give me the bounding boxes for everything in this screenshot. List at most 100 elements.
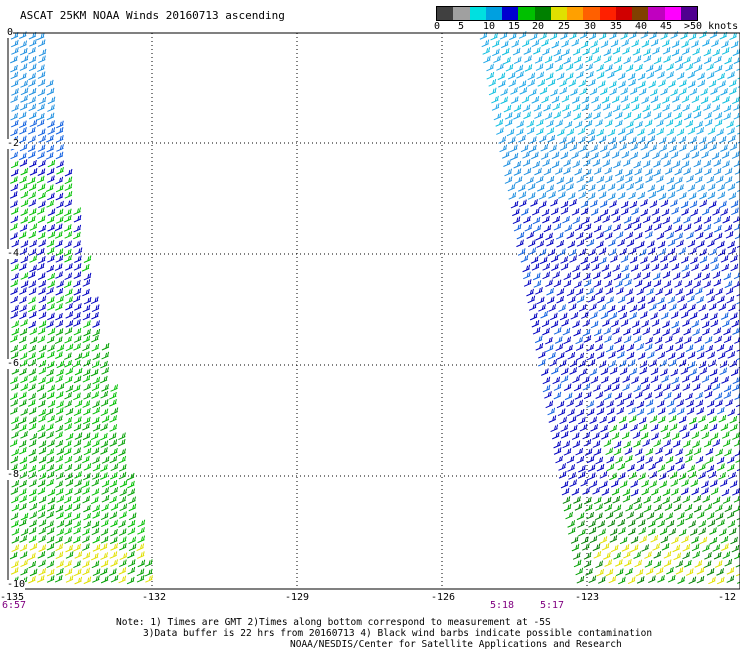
wind-barb xyxy=(696,566,705,575)
wind-barb xyxy=(685,288,694,296)
wind-barb xyxy=(588,526,597,535)
wind-barb xyxy=(38,440,47,448)
wind-barb xyxy=(55,543,64,551)
wind-barb xyxy=(702,39,710,47)
wind-barb xyxy=(666,71,674,79)
wind-barb xyxy=(531,39,540,48)
wind-barb xyxy=(529,88,537,97)
wind-barb xyxy=(47,344,55,352)
wind-barb xyxy=(704,503,713,511)
wind-barb xyxy=(46,478,54,487)
wind-barb xyxy=(588,520,596,528)
wind-barb xyxy=(635,120,643,129)
wind-barb xyxy=(676,519,685,527)
wind-barb xyxy=(623,111,632,120)
wind-barb xyxy=(596,400,605,408)
wind-barb xyxy=(737,86,740,88)
wind-barb xyxy=(498,136,507,144)
wind-barb xyxy=(682,47,690,56)
colorbar-swatch xyxy=(534,7,551,20)
wind-barb xyxy=(559,79,567,87)
wind-barb xyxy=(607,519,616,528)
wind-barb xyxy=(110,463,119,472)
wind-barb xyxy=(563,159,571,167)
wind-barb xyxy=(512,47,521,56)
wind-barb xyxy=(552,102,561,111)
wind-barb xyxy=(73,439,82,447)
wind-barb xyxy=(529,144,537,153)
wind-barb xyxy=(635,568,644,577)
wind-barb xyxy=(608,136,617,145)
wind-barb xyxy=(679,191,687,200)
wind-barb xyxy=(46,391,55,400)
wind-barb xyxy=(541,208,550,217)
wind-barb xyxy=(513,223,522,232)
wind-barb xyxy=(662,320,670,329)
wind-barb xyxy=(92,352,101,361)
wind-barb xyxy=(552,271,560,279)
wind-barb xyxy=(665,512,674,520)
wind-barb xyxy=(593,328,602,337)
wind-barb xyxy=(725,287,734,295)
wind-barb xyxy=(651,263,660,272)
wind-barb xyxy=(644,224,653,233)
wind-barb xyxy=(673,103,681,112)
wind-barb xyxy=(689,528,698,536)
wind-barb xyxy=(10,55,18,64)
wind-barb xyxy=(643,280,652,289)
wind-barb xyxy=(560,375,569,383)
lat-tick-label: -2 xyxy=(7,138,20,149)
wind-barb xyxy=(46,568,55,577)
wind-barb xyxy=(38,408,47,417)
wind-barb xyxy=(74,455,83,463)
wind-barb xyxy=(613,272,622,281)
lon-tick-label: -129 xyxy=(285,592,310,603)
wind-barb xyxy=(509,32,517,41)
wind-barb xyxy=(666,128,675,136)
wind-barb xyxy=(28,575,36,584)
wind-barb xyxy=(100,535,109,544)
wind-barb xyxy=(662,271,671,279)
wind-barb xyxy=(675,336,683,345)
wind-barb xyxy=(624,278,632,287)
wind-barb xyxy=(708,302,717,311)
wind-barb xyxy=(56,200,64,209)
wind-barb xyxy=(693,504,702,513)
wind-barb xyxy=(46,560,55,569)
colorbar-label: 45 xyxy=(660,21,673,32)
wind-barb xyxy=(38,96,47,105)
wind-barb xyxy=(693,272,702,280)
wind-barb xyxy=(109,424,118,432)
wind-barb xyxy=(56,400,64,409)
wind-barb xyxy=(642,160,651,168)
wind-barb xyxy=(576,455,585,464)
wind-barb xyxy=(56,528,65,536)
wind-barb xyxy=(92,400,100,408)
wind-barb xyxy=(36,119,45,127)
wind-barb xyxy=(607,70,615,79)
wind-barb xyxy=(538,350,546,359)
wind-barb xyxy=(55,328,64,336)
wind-barb xyxy=(630,423,638,432)
wind-barb xyxy=(633,55,642,63)
wind-barb xyxy=(28,304,36,313)
wind-barb xyxy=(609,80,617,89)
wind-barb xyxy=(28,407,37,415)
wind-barb xyxy=(734,449,740,457)
wind-barb xyxy=(700,423,709,432)
wind-barb xyxy=(119,559,127,568)
wind-barb xyxy=(641,96,649,104)
wind-barb xyxy=(500,40,509,49)
wind-barb xyxy=(640,432,649,440)
wind-barb xyxy=(28,344,37,353)
wind-barb xyxy=(584,504,593,512)
wind-barb xyxy=(47,192,55,201)
wind-barb xyxy=(641,544,649,552)
wind-barb xyxy=(543,103,551,112)
wind-barb xyxy=(82,455,90,464)
wind-barb xyxy=(636,182,644,191)
wind-barb xyxy=(27,144,36,152)
wind-barb xyxy=(520,254,529,263)
wind-barb xyxy=(47,104,55,112)
wind-barb xyxy=(696,344,705,353)
